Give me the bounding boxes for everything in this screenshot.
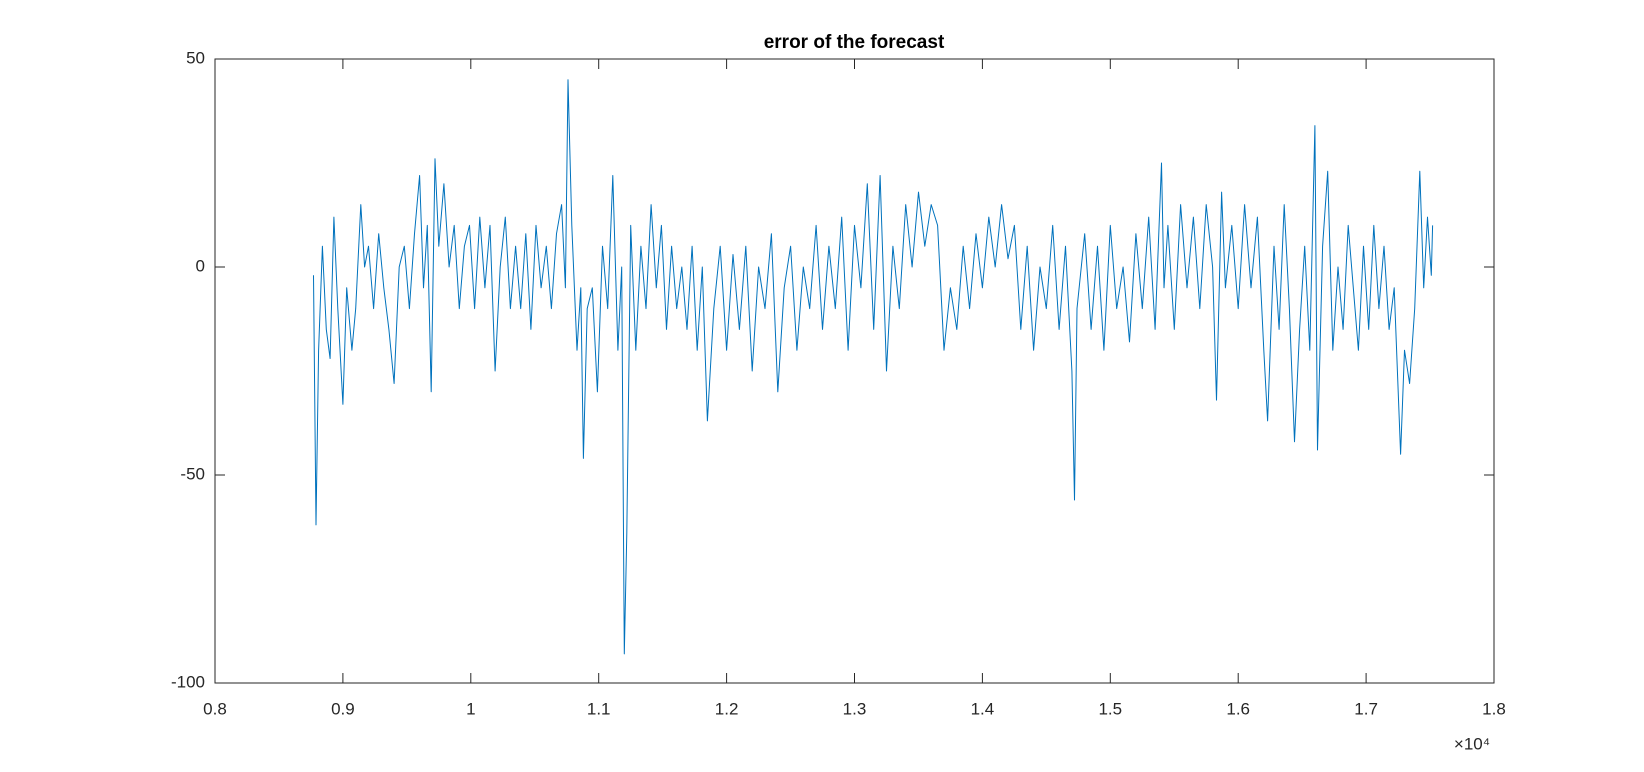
y-tick-label: -100 xyxy=(171,672,205,691)
line xyxy=(313,79,1434,655)
chart-title: error of the forecast xyxy=(764,32,945,53)
plot-area xyxy=(214,58,1495,684)
y-tick-label: 50 xyxy=(186,48,205,67)
x-tick-label: 1.4 xyxy=(971,699,995,718)
x-tick-label: 1.2 xyxy=(715,699,739,718)
x-exponent-label: ×10⁴ xyxy=(1454,734,1490,753)
x-tick-label: 1.1 xyxy=(587,699,611,718)
x-tick-label: 1.3 xyxy=(843,699,867,718)
y-tick-label: -50 xyxy=(180,464,205,483)
x-tick-label: 1.6 xyxy=(1226,699,1250,718)
x-tick-label: 1 xyxy=(466,699,475,718)
x-tick-label: 1.7 xyxy=(1354,699,1378,718)
x-tick-label: 0.8 xyxy=(203,699,227,718)
x-tick-label: 1.5 xyxy=(1098,699,1122,718)
x-tick-label: 1.8 xyxy=(1482,699,1506,718)
y-tick-label: 0 xyxy=(196,256,205,275)
x-tick-label: 0.9 xyxy=(331,699,355,718)
